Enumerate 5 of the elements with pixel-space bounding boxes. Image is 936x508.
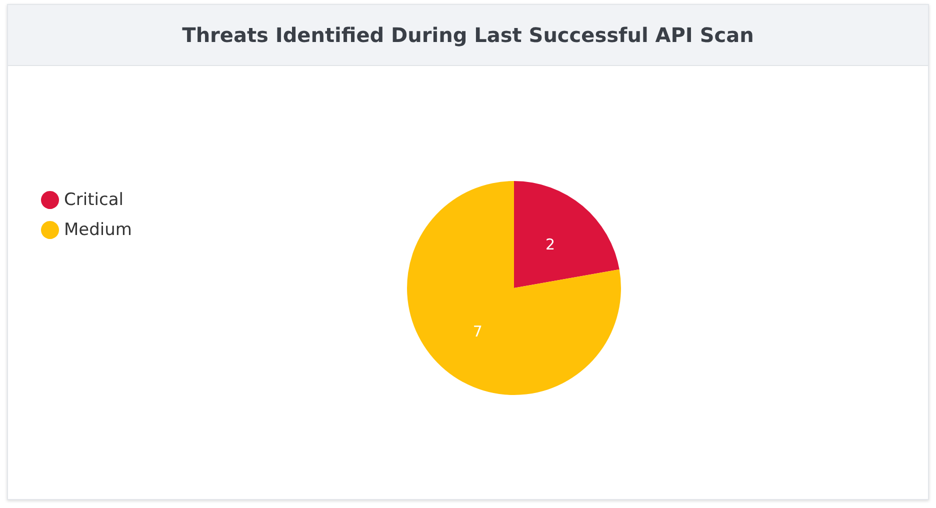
data-label: 7 xyxy=(472,322,482,340)
chart-title: Threats Identified During Last Successful API Scan xyxy=(8,5,928,66)
data-label: 2 xyxy=(546,236,556,254)
legend-label: Medium xyxy=(64,220,132,240)
legend-label: Critical xyxy=(64,190,124,210)
